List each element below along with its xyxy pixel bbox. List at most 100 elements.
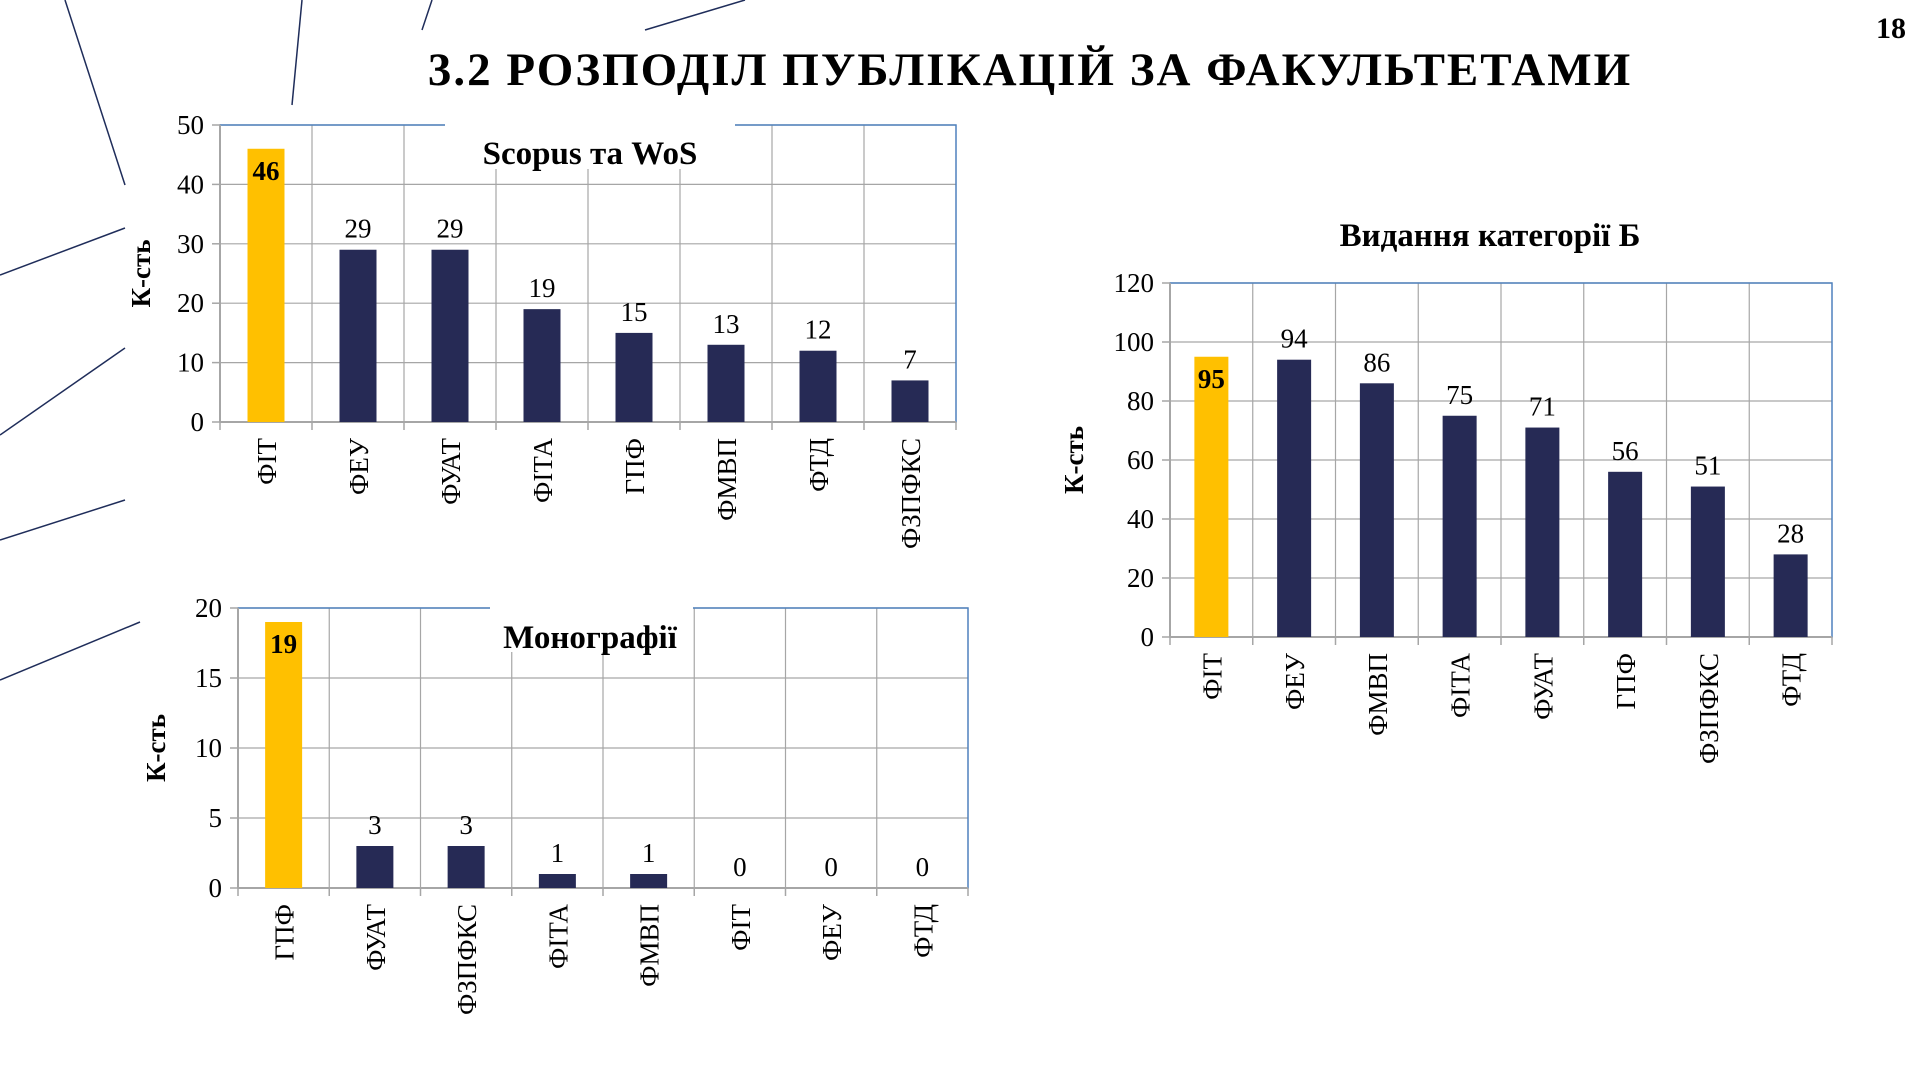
data-label: 15 xyxy=(621,297,648,327)
y-tick-label: 10 xyxy=(177,348,204,378)
category-label: ФЗПФКС xyxy=(452,904,482,1015)
bar-ФЗПФКС xyxy=(1690,486,1725,637)
y-tick-label: 0 xyxy=(209,873,223,903)
slide-title: 3.2 РОЗПОДІЛ ПУБЛІКАЦІЙ ЗА ФАКУЛЬТЕТАМИ xyxy=(427,44,1633,96)
category-label: ФІТА xyxy=(1446,652,1476,717)
data-label: 19 xyxy=(529,273,556,303)
category-label: ГПФ xyxy=(1611,653,1641,709)
category-label: ФУАТ xyxy=(361,903,391,970)
y-axis-label: К-сть xyxy=(141,714,171,782)
bar-ФМВП xyxy=(1359,383,1394,637)
decor-line xyxy=(644,0,746,31)
category-label: ФТД xyxy=(804,438,834,492)
y-tick-label: 20 xyxy=(195,593,222,623)
bar-ФЗПФКС xyxy=(447,846,485,888)
y-tick-label: 20 xyxy=(1127,563,1154,593)
decor-line xyxy=(291,0,303,106)
data-label: 0 xyxy=(916,852,930,882)
bar-ФЕУ xyxy=(339,249,377,422)
y-axis-label: К-сть xyxy=(1059,426,1089,494)
decor-line xyxy=(0,621,141,681)
chart-title: Видання категорії Б xyxy=(1340,218,1641,254)
category-label: ФТД xyxy=(1777,653,1807,707)
category-label: ФІТА xyxy=(528,437,558,502)
y-tick-label: 10 xyxy=(195,733,222,763)
bar-ФЕУ xyxy=(1277,359,1312,637)
bar-ФІТ xyxy=(247,148,285,422)
category-label: ФЕУ xyxy=(817,903,847,961)
y-tick-label: 50 xyxy=(177,110,204,140)
category-label: ФІТ xyxy=(252,438,282,485)
category-label: ФМВП xyxy=(635,904,665,987)
category-label: ГПФ xyxy=(620,438,650,494)
category-label: ФЗПФКС xyxy=(1694,653,1724,764)
bar-ФІТА xyxy=(1442,415,1477,637)
data-label: 3 xyxy=(368,810,382,840)
title-backing xyxy=(490,606,693,652)
data-label: 0 xyxy=(733,852,747,882)
y-tick-label: 5 xyxy=(209,803,223,833)
data-label: 7 xyxy=(903,344,917,374)
y-tick-label: 80 xyxy=(1127,386,1154,416)
bar-ФМВП xyxy=(707,344,745,422)
bar-ФТД xyxy=(799,350,837,422)
data-label: 12 xyxy=(805,315,832,345)
decor-line xyxy=(0,499,126,541)
data-label: 46 xyxy=(253,156,280,186)
y-tick-label: 15 xyxy=(195,663,222,693)
category-label: ФУАТ xyxy=(436,437,466,504)
data-label: 13 xyxy=(713,309,740,339)
bar-ФУАТ xyxy=(1525,427,1560,637)
category-label: ФУАТ xyxy=(1528,652,1558,719)
data-label: 75 xyxy=(1446,380,1473,410)
y-tick-label: 20 xyxy=(177,288,204,318)
category-label: ФЗПФКС xyxy=(896,438,926,549)
data-label: 29 xyxy=(345,214,372,244)
y-tick-label: 120 xyxy=(1114,268,1155,298)
decor-line xyxy=(0,227,126,276)
y-tick-label: 30 xyxy=(177,229,204,259)
category-label: ФЕУ xyxy=(344,437,374,495)
data-label: 28 xyxy=(1777,518,1804,548)
y-tick-label: 100 xyxy=(1114,327,1155,357)
data-label: 86 xyxy=(1363,347,1390,377)
bar-ФТД xyxy=(1773,554,1808,637)
data-label: 1 xyxy=(642,838,656,868)
data-label: 56 xyxy=(1612,436,1639,466)
category-label: ФІТА xyxy=(543,903,573,968)
decor-line xyxy=(421,0,433,31)
category-label: ФІТ xyxy=(1197,653,1227,700)
bar-ФУАТ xyxy=(431,249,469,422)
data-label: 19 xyxy=(270,629,297,659)
bar-ФІТА xyxy=(523,309,561,422)
y-tick-label: 40 xyxy=(1127,504,1154,534)
bar-ФМВП xyxy=(630,874,668,888)
data-label: 95 xyxy=(1198,364,1225,394)
bar-ГПФ xyxy=(1608,471,1643,637)
category-label: ГПФ xyxy=(270,904,300,960)
decor-line xyxy=(64,0,126,186)
y-tick-label: 40 xyxy=(177,169,204,199)
data-label: 94 xyxy=(1281,324,1309,354)
data-label: 29 xyxy=(437,214,464,244)
y-tick-label: 0 xyxy=(1141,622,1155,652)
decor-line xyxy=(0,347,126,436)
page-number: 18 xyxy=(1876,12,1906,45)
bar-ФІТ xyxy=(1194,356,1229,637)
category-label: ФЕУ xyxy=(1280,652,1310,710)
category-label: ФТД xyxy=(908,904,938,958)
bar-ГПФ xyxy=(615,332,653,422)
data-label: 51 xyxy=(1694,451,1721,481)
bar-ФІТА xyxy=(538,874,576,888)
y-axis-label: К-сть xyxy=(126,239,156,307)
data-label: 71 xyxy=(1529,392,1556,422)
chart-title: Scopus та WoS xyxy=(483,136,698,172)
chart-title: Монографії xyxy=(503,620,678,656)
title-backing xyxy=(445,123,735,169)
bar-ГПФ xyxy=(265,622,303,888)
category-label: ФІТ xyxy=(726,904,756,951)
bar-ФЗПФКС xyxy=(891,380,929,422)
